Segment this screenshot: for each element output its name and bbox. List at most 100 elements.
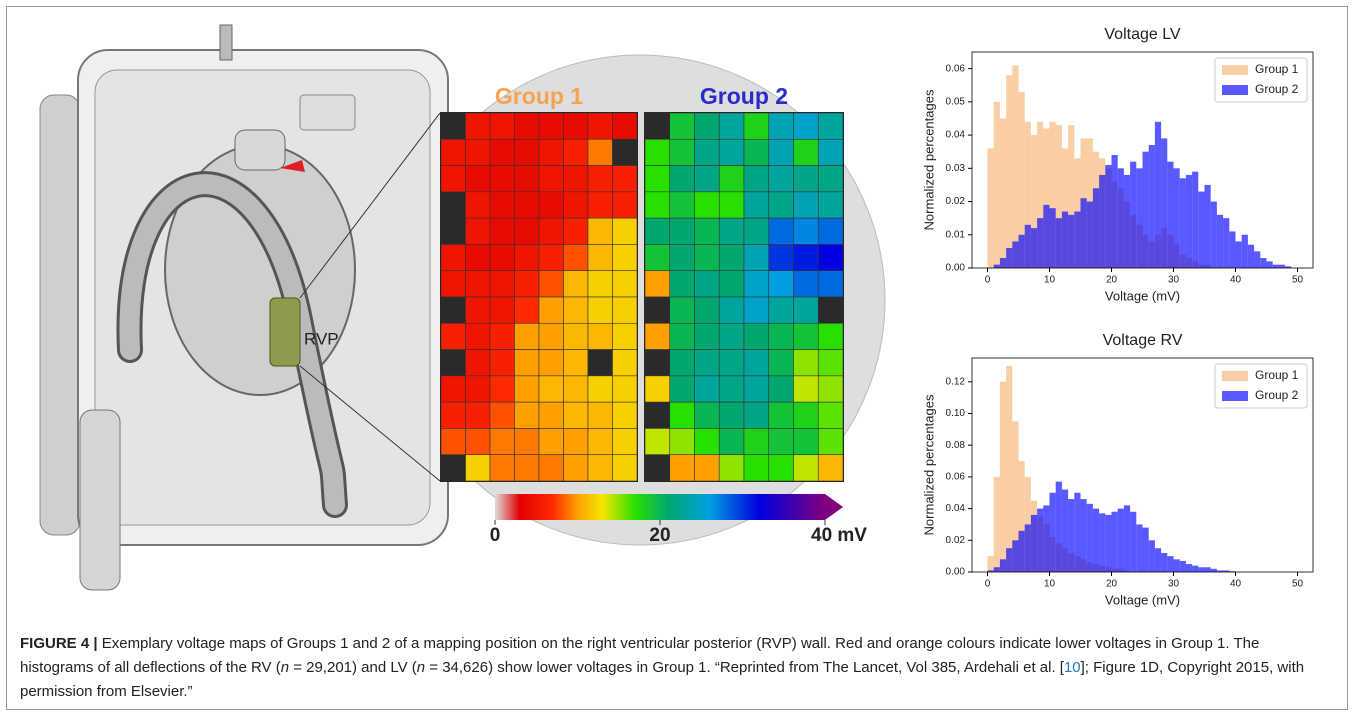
histogram-bar — [1074, 493, 1080, 572]
heatmap-cell — [539, 139, 564, 165]
histogram-bar — [1099, 513, 1105, 572]
heatmap-cell — [466, 218, 491, 244]
x-tick-label: 40 — [1230, 579, 1242, 590]
histogram-bar — [1105, 165, 1111, 268]
histogram-bar — [1043, 505, 1049, 572]
heatmap-cell — [539, 323, 564, 349]
heatmap-cell — [588, 428, 613, 454]
histogram-bar — [1130, 512, 1136, 572]
histogram-bar — [1006, 75, 1012, 268]
histogram-bar — [1192, 566, 1198, 572]
histogram-bar — [1167, 556, 1173, 572]
heatmap-cell — [744, 139, 769, 165]
heatmap-cell — [588, 218, 613, 244]
y-tick-label: 0.05 — [946, 96, 966, 107]
histogram-bar — [1025, 225, 1031, 268]
heatmap-cell — [695, 402, 720, 428]
heatmap-cell — [515, 113, 540, 139]
histogram-bar — [1012, 241, 1018, 268]
heatmap-cell — [670, 350, 695, 376]
histogram-bar — [1012, 65, 1018, 268]
heatmap-cell — [588, 271, 613, 297]
heatmap-cell — [588, 297, 613, 323]
heatmap-cell — [818, 244, 843, 270]
heatmap-cell — [818, 428, 843, 454]
histogram-bar — [1105, 515, 1111, 572]
heatmap-cell — [588, 350, 613, 376]
heatmap-cell — [490, 113, 515, 139]
heatmap-cell — [515, 166, 540, 192]
heatmap-cell — [515, 428, 540, 454]
heatmap-cell — [719, 113, 744, 139]
heatmap-cell — [466, 139, 491, 165]
heatmap-cell — [818, 192, 843, 218]
heatmap-cell — [719, 166, 744, 192]
valve — [220, 25, 232, 60]
histogram-bar — [1155, 548, 1161, 572]
histogram-bar — [1112, 155, 1118, 268]
heatmap-cell — [441, 218, 466, 244]
heatmap-cell — [490, 192, 515, 218]
y-axis-label: Normalized percentages — [921, 89, 936, 230]
figure: RVP Group 1Group 202040 mVVoltage LV0102… — [0, 0, 1355, 625]
y-tick-label: 0.10 — [946, 408, 966, 419]
heatmap-cell — [515, 218, 540, 244]
heatmap-cell — [515, 271, 540, 297]
x-tick-label: 0 — [985, 275, 991, 286]
histogram-bar — [1211, 569, 1217, 572]
heatmap-cell — [441, 271, 466, 297]
heatmap-cell — [564, 166, 589, 192]
legend-label: Group 1 — [1255, 368, 1299, 382]
heatmap-cell — [744, 218, 769, 244]
heatmap-cell — [794, 166, 819, 192]
heatmap-cell — [466, 297, 491, 323]
histogram-bar — [988, 556, 994, 572]
heatmap-cell — [744, 350, 769, 376]
heatmap-cell — [645, 297, 670, 323]
histogram-bar — [1056, 218, 1062, 268]
heatmap-cell — [670, 428, 695, 454]
histogram-bar — [1037, 509, 1043, 572]
histogram-bar — [1174, 559, 1180, 572]
histogram-bar — [1198, 567, 1204, 572]
heatmap-cell — [441, 139, 466, 165]
caption-text: = 34,626) show lower voltages in Group 1… — [425, 659, 1064, 676]
heatmap-cell — [539, 192, 564, 218]
heatmap-cell — [441, 402, 466, 428]
histogram-bar — [1124, 175, 1130, 268]
heatmap-cell — [794, 113, 819, 139]
heatmap-cell — [441, 192, 466, 218]
side-device — [40, 95, 80, 535]
histogram-bar — [1242, 235, 1248, 268]
histogram-bar — [1050, 493, 1056, 572]
valve-left — [80, 410, 120, 590]
legend-swatch — [1222, 371, 1248, 381]
heatmap-cell — [466, 455, 491, 481]
x-axis-label: Voltage (mV) — [1105, 288, 1180, 303]
histogram-bar — [1143, 152, 1149, 268]
histogram-bar — [1000, 118, 1006, 268]
histogram-bar — [1130, 162, 1136, 268]
heatmap-cell — [613, 166, 638, 192]
heatmap-cell — [670, 139, 695, 165]
histogram-bar — [1062, 490, 1068, 572]
histogram-bar — [1236, 241, 1242, 268]
heatmap-cell — [695, 244, 720, 270]
heatmap-cell — [515, 350, 540, 376]
heatmap-cell — [695, 113, 720, 139]
histogram-bar — [1037, 218, 1043, 268]
x-axis-label: Voltage (mV) — [1105, 592, 1180, 607]
heatmap-cell — [744, 271, 769, 297]
colorbar-tick-label: 40 mV — [811, 525, 867, 546]
heatmap-cell — [645, 455, 670, 481]
legend-swatch — [1222, 391, 1248, 401]
heatmap-cell — [588, 192, 613, 218]
heatmap-cell — [794, 192, 819, 218]
heatmap-cell — [588, 244, 613, 270]
heatmap-cell — [670, 402, 695, 428]
caption-text[interactable]: 10 — [1064, 659, 1081, 676]
heatmap-cell — [769, 271, 794, 297]
heatmap-cell — [441, 244, 466, 270]
histogram-bar — [1006, 548, 1012, 572]
